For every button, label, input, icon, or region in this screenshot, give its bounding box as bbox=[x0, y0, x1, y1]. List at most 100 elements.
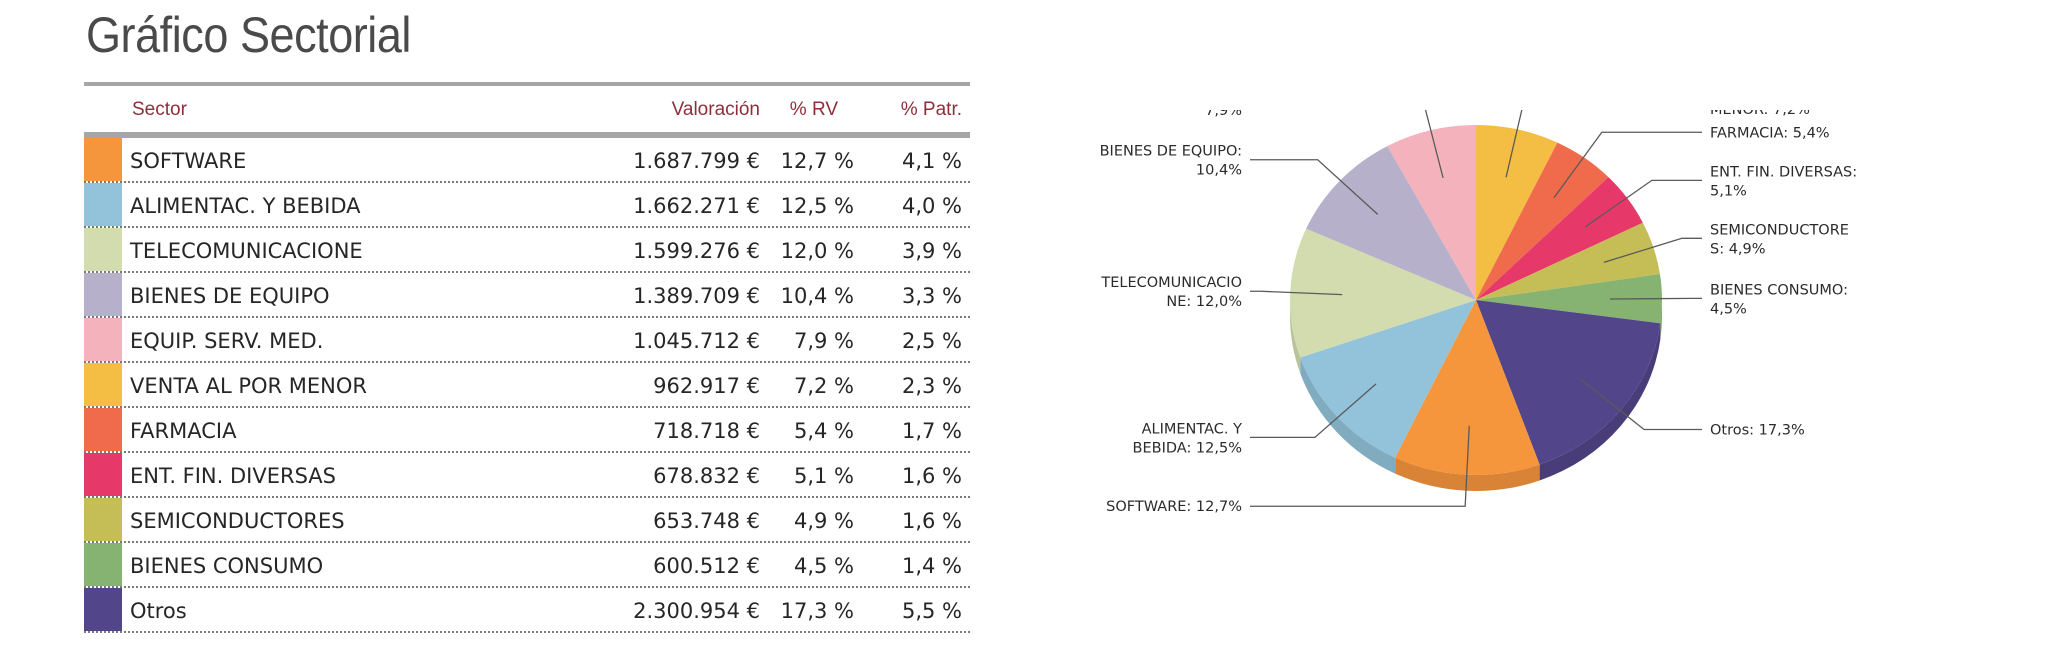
sector-name: EQUIP. SERV. MED. bbox=[130, 329, 324, 353]
sector-color-swatch bbox=[84, 183, 122, 226]
sector-name: TELECOMUNICACIONE bbox=[130, 239, 363, 263]
header-patr: % Patr. bbox=[900, 99, 962, 120]
sector-patr: 3,9 % bbox=[901, 239, 962, 263]
pie-leader-line bbox=[1609, 297, 1702, 300]
sector-valoracion: 2.300.954 € bbox=[633, 599, 760, 623]
sector-patr: 1,4 % bbox=[901, 554, 962, 578]
sector-color-swatch bbox=[84, 228, 122, 271]
sector-name: Otros bbox=[130, 599, 187, 623]
table-row: TELECOMUNICACIONE 1.599.276 € 12,0 % 3,9 % bbox=[84, 228, 970, 273]
table-top-rule bbox=[84, 82, 970, 86]
sector-name: ENT. FIN. DIVERSAS bbox=[130, 464, 337, 488]
pie-slice-label: EQUIP. SERV. MED.:7,9% bbox=[1104, 110, 1242, 119]
sector-name: FARMACIA bbox=[130, 419, 237, 443]
table-row: BIENES CONSUMO 600.512 € 4,5 % 1,4 % bbox=[84, 543, 970, 588]
pie-slice bbox=[1290, 228, 1476, 358]
table-row: VENTA AL POR MENOR 962.917 € 7,2 % 2,3 % bbox=[84, 363, 970, 408]
pie-slice bbox=[1300, 300, 1476, 458]
pie-slice-label-line: 7,9% bbox=[1205, 110, 1242, 119]
sector-name: BIENES DE EQUIPO bbox=[130, 284, 330, 308]
pie-leader-line bbox=[1584, 179, 1702, 228]
pie-slice-label-line: Otros: 17,3% bbox=[1710, 422, 1805, 438]
header-rv: % RV bbox=[789, 99, 838, 120]
pie-slice-label: ENT. FIN. DIVERSAS: 5,1% bbox=[1710, 164, 1857, 199]
pie-slice-label-line: ENT. FIN. DIVERSAS: bbox=[1710, 164, 1857, 180]
sector-table: Sector Valoración % RV % Patr. SOFTWARE 1… bbox=[84, 82, 970, 633]
sector-valoracion: 1.687.799 € bbox=[633, 149, 760, 173]
pie-slice bbox=[1395, 300, 1540, 475]
sector-color-swatch bbox=[84, 138, 122, 181]
pie-slice-side bbox=[1660, 300, 1662, 340]
table-row: FARMACIA 718.718 € 5,4 % 1,7 % bbox=[84, 408, 970, 453]
pie-slice bbox=[1387, 125, 1476, 300]
sector-patr: 1,7 % bbox=[901, 419, 962, 443]
sector-valoracion: 718.718 € bbox=[653, 419, 760, 443]
sector-color-swatch bbox=[84, 318, 122, 361]
pie-slice-label-line: 5,1% bbox=[1710, 183, 1747, 199]
pie-leader-line bbox=[1250, 383, 1377, 439]
sector-valoracion: 962.917 € bbox=[653, 374, 760, 398]
sector-color-swatch bbox=[84, 453, 122, 496]
sector-color-swatch bbox=[84, 273, 122, 316]
pie-slice-label-line: ALIMENTAC. Y bbox=[1142, 421, 1243, 437]
sector-patr: 4,0 % bbox=[901, 194, 962, 218]
sector-patr: 1,6 % bbox=[901, 509, 962, 533]
pie-leader-line bbox=[1603, 237, 1702, 263]
sector-patr: 2,5 % bbox=[901, 329, 962, 353]
sector-color-swatch bbox=[84, 588, 122, 631]
page-title: Gráfico Sectorial bbox=[86, 7, 411, 63]
pie-leader-line bbox=[1250, 159, 1379, 215]
pie-slice-label: ALIMENTAC. Y BEBIDA: 12,5% bbox=[1133, 421, 1243, 456]
sector-name: SOFTWARE bbox=[130, 149, 247, 173]
pie-slice bbox=[1306, 146, 1476, 300]
sector-color-swatch bbox=[84, 543, 122, 586]
pie-slice-label: BIENES DE EQUIPO: 10,4% bbox=[1100, 144, 1242, 179]
sector-valoracion: 1.389.709 € bbox=[633, 284, 760, 308]
sector-valoracion: 653.748 € bbox=[653, 509, 760, 533]
sector-name: ALIMENTAC. Y BEBIDA bbox=[130, 194, 361, 218]
pie-slice-label: FARMACIA: 5,4% bbox=[1710, 125, 1830, 141]
sector-name: BIENES CONSUMO bbox=[130, 554, 324, 578]
header-valoracion: Valoración bbox=[671, 99, 760, 120]
sector-patr: 2,3 % bbox=[901, 374, 962, 398]
sector-rv: 5,1 % bbox=[793, 464, 854, 488]
sector-valoracion: 1.045.712 € bbox=[633, 329, 760, 353]
pie-slice-label-line: SOFTWARE: 12,7% bbox=[1106, 499, 1242, 515]
sector-rv: 5,4 % bbox=[793, 419, 854, 443]
sector-patr: 5,5 % bbox=[901, 599, 962, 623]
sector-color-swatch bbox=[84, 408, 122, 451]
sector-rv: 17,3 % bbox=[780, 599, 854, 623]
pie-slice bbox=[1476, 125, 1558, 300]
table-row: SEMICONDUCTORES 653.748 € 4,9 % 1,6 % bbox=[84, 498, 970, 543]
pie-slice-label-line: MENOR: 7,2% bbox=[1710, 110, 1810, 118]
sector-valoracion: 1.662.271 € bbox=[633, 194, 760, 218]
sector-rv: 10,4 % bbox=[780, 284, 854, 308]
pie-slice-side bbox=[1300, 357, 1396, 474]
pie-slice-label: BIENES CONSUMO: 4,5% bbox=[1710, 282, 1848, 317]
pie-slice-side bbox=[1539, 323, 1661, 481]
sector-valoracion: 1.599.276 € bbox=[633, 239, 760, 263]
pie-depth bbox=[1290, 300, 1662, 491]
table-row: ENT. FIN. DIVERSAS 678.832 € 5,1 % 1,6 % bbox=[84, 453, 970, 498]
pie-leader-line bbox=[1505, 110, 1523, 178]
pie-leader-line bbox=[1579, 378, 1702, 431]
pie-slice-label-line: BIENES CONSUMO: bbox=[1710, 282, 1848, 298]
sector-rv: 4,9 % bbox=[793, 509, 854, 533]
pie-slice-label-line: NE: 12,0% bbox=[1166, 294, 1242, 310]
sector-valoracion: 600.512 € bbox=[653, 554, 760, 578]
table-row: Otros 2.300.954 € 17,3 % 5,5 % bbox=[84, 588, 970, 633]
sector-rv: 7,2 % bbox=[793, 374, 854, 398]
pie-slice-label: SEMICONDUCTORE S: 4,9% bbox=[1710, 222, 1849, 257]
table-header: Sector Valoración % RV % Patr. bbox=[84, 86, 970, 138]
pie-slice-label: SOFTWARE: 12,7% bbox=[1106, 499, 1242, 515]
pie-slice-label: Otros: 17,3% bbox=[1710, 422, 1805, 438]
pie-slice-label-line: TELECOMUNICACIO bbox=[1100, 275, 1242, 291]
sector-patr: 3,3 % bbox=[901, 284, 962, 308]
table-row: BIENES DE EQUIPO 1.389.709 € 10,4 % 3,3 % bbox=[84, 273, 970, 318]
pie-slice-label: TELECOMUNICACIO NE: 12,0% bbox=[1100, 275, 1242, 310]
sector-rv: 12,0 % bbox=[780, 239, 854, 263]
sector-patr: 4,1 % bbox=[901, 149, 962, 173]
sector-patr: 1,6 % bbox=[901, 464, 962, 488]
